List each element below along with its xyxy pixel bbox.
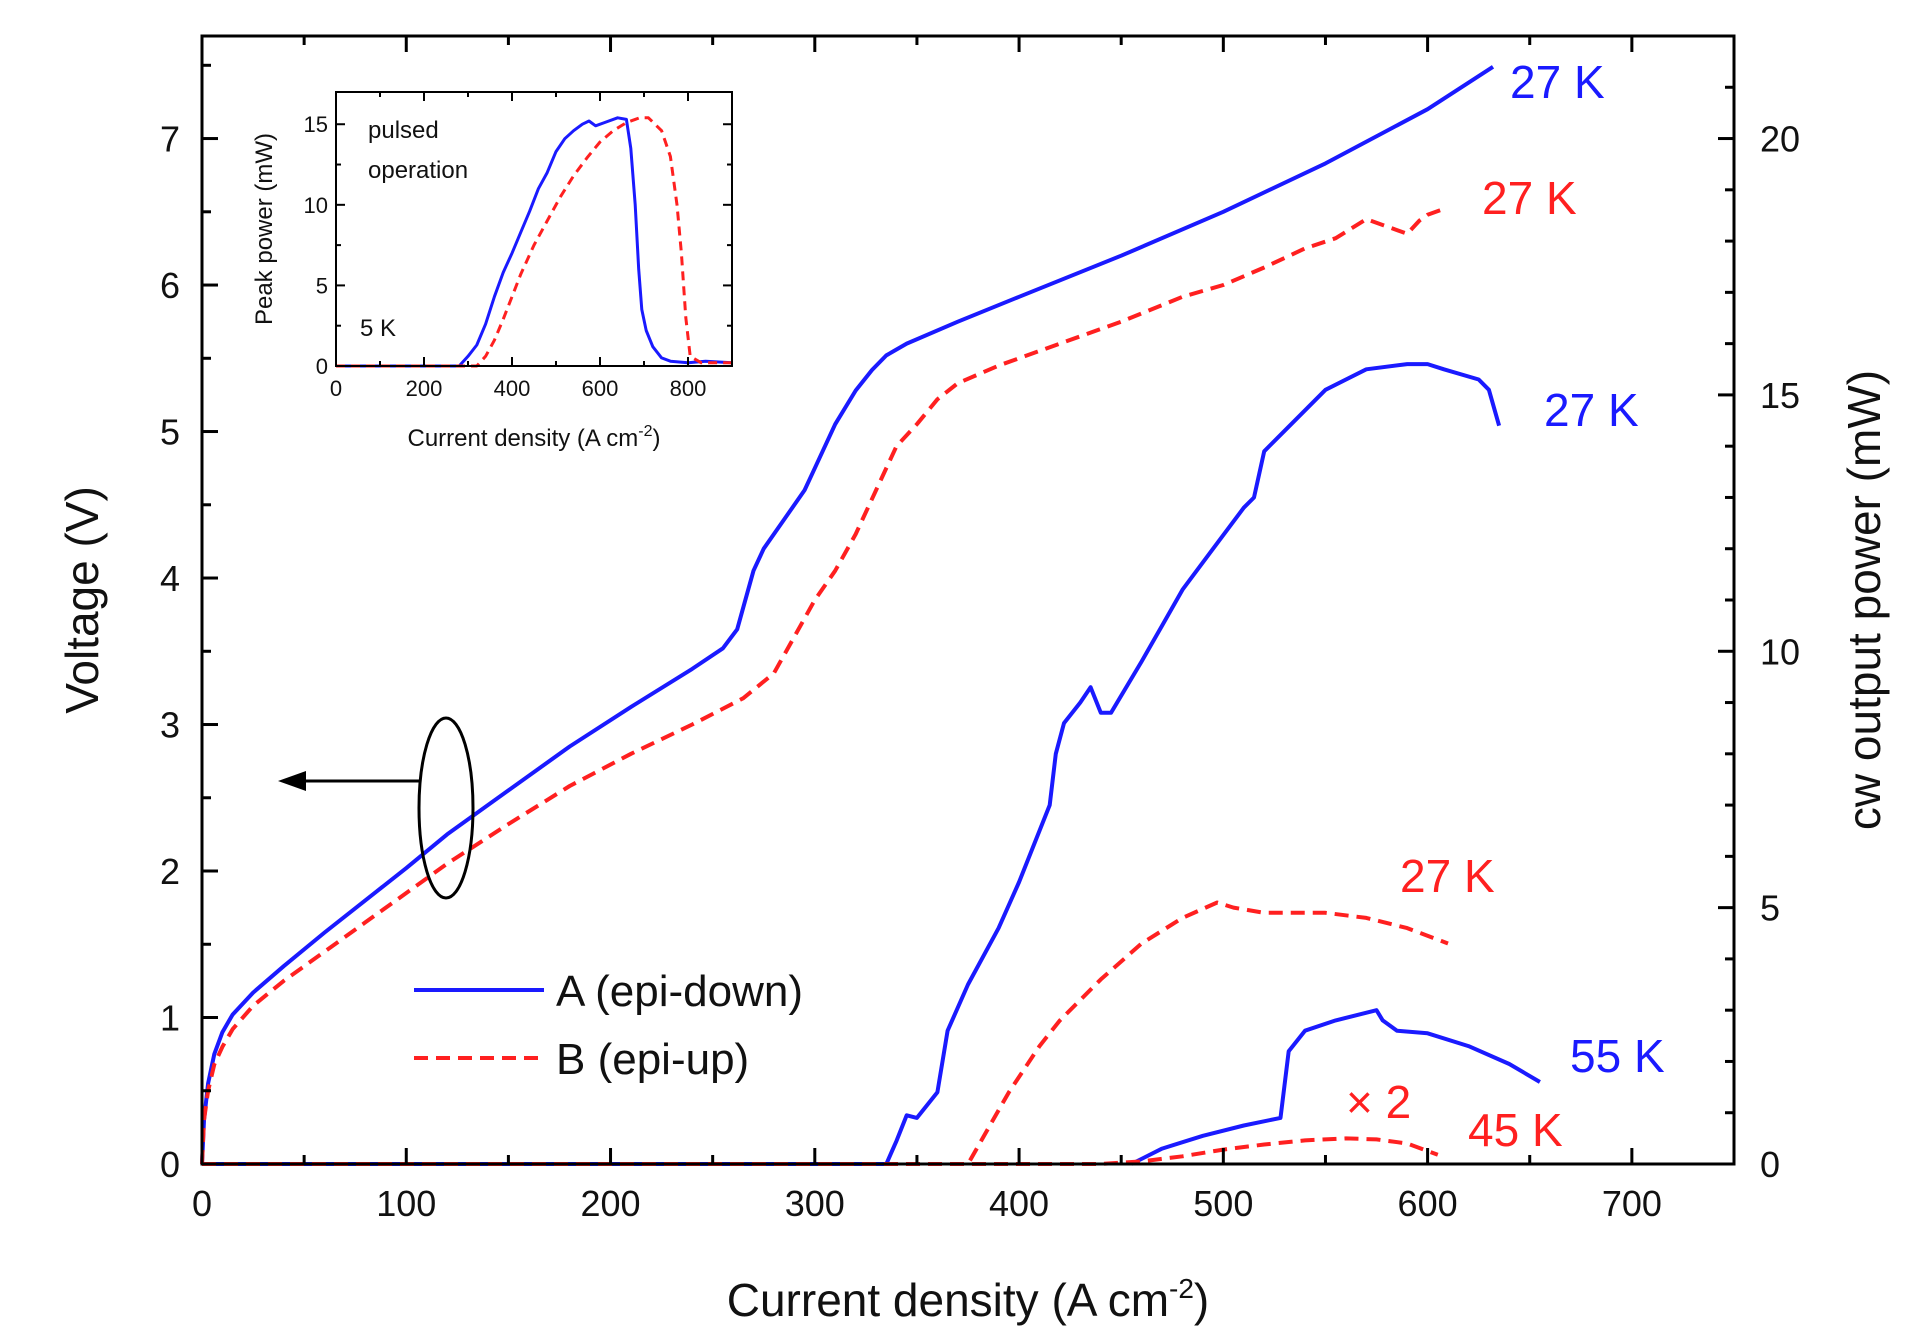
x-tick-label: 200 <box>580 1183 640 1224</box>
y-axis-right-title: cw output power (mW) <box>1838 370 1890 830</box>
legend-label-b: B (epi-up) <box>556 1035 749 1084</box>
y-axis-left-title: Voltage (V) <box>56 486 108 714</box>
y-right-tick-label: 10 <box>1760 631 1800 672</box>
y-left-tick-label: 6 <box>160 265 180 306</box>
series-line-5 <box>202 1136 1439 1166</box>
y-right-tick-label: 0 <box>1760 1144 1780 1185</box>
annotation-a-27k-power: 27 K <box>1544 384 1639 436</box>
y-left-tick-label: 1 <box>160 998 180 1039</box>
y-left-tick-label: 5 <box>160 412 180 453</box>
inset-text-pulsed: pulsed <box>368 117 439 144</box>
inset-x-tick-label: 800 <box>670 376 707 401</box>
legend: A (epi-down) B (epi-up) <box>414 967 803 1084</box>
series-line-1 <box>200 207 1445 1165</box>
inset-chart: 0 200 400 600 800 0 5 10 15 pulsed operation 5 K… <box>251 90 734 452</box>
y-right-tick-label: 15 <box>1760 375 1800 416</box>
inset-text-temperature: 5 K <box>360 315 396 342</box>
inset-x-tick-label: 200 <box>406 376 443 401</box>
left-axis-pointer <box>278 716 475 900</box>
y-left-tick-label: 2 <box>160 851 180 892</box>
inset-y-tick-label: 0 <box>316 354 328 379</box>
arrow-head <box>278 771 306 791</box>
x-tick-label: 600 <box>1398 1183 1458 1224</box>
y-left-tick-label: 4 <box>160 558 180 599</box>
annotations: 27 K 27 K 27 K 27 K 55 K 45 K × 2 <box>1346 56 1665 1156</box>
annotation-a-55k-power: 55 K <box>1570 1030 1665 1082</box>
inset-y-tick-label: 15 <box>304 112 328 137</box>
inset-x-tick-label: 0 <box>330 376 342 401</box>
annotation-b-45k-power: 45 K <box>1468 1104 1563 1156</box>
x-axis-title: Current density (A cm-2) <box>727 1273 1210 1326</box>
inset-background <box>332 90 734 368</box>
series-line-4 <box>1130 1008 1541 1166</box>
inset-x-tick-label: 400 <box>494 376 531 401</box>
inset-series-line-0 <box>336 116 733 368</box>
inset-x-tick-label: 600 <box>582 376 619 401</box>
y-right-tick-label: 20 <box>1760 119 1800 160</box>
inset-plot-area <box>335 91 733 367</box>
x-tick-label: 400 <box>989 1183 1049 1224</box>
curve-group-ellipse <box>417 716 475 900</box>
inset-axis-ticks: 0 200 400 600 800 0 5 10 15 <box>304 92 733 401</box>
inset-y-tick-label: 5 <box>316 273 328 298</box>
inset-y-axis-title: Peak power (mW) <box>251 133 278 325</box>
series-line-3 <box>202 900 1449 1166</box>
legend-label-a: A (epi-down) <box>556 967 803 1016</box>
x-tick-label: 500 <box>1193 1183 1253 1224</box>
series-line-0 <box>200 65 1495 1165</box>
series-line-2 <box>202 362 1502 1166</box>
annotation-times-two: × 2 <box>1346 1076 1411 1128</box>
inset-text-operation: operation <box>368 157 468 184</box>
inset-y-tick-label: 10 <box>304 193 328 218</box>
inset-x-axis-title: Current density (A cm-2) <box>408 423 661 452</box>
y-left-tick-label: 7 <box>160 119 180 160</box>
y-left-tick-label: 3 <box>160 705 180 746</box>
annotation-b-27k-voltage: 27 K <box>1482 172 1577 224</box>
annotation-a-27k-voltage: 27 K <box>1510 56 1605 108</box>
main-series <box>200 65 1541 1166</box>
x-tick-label: 300 <box>785 1183 845 1224</box>
y-left-tick-label: 0 <box>160 1144 180 1185</box>
x-tick-label: 700 <box>1602 1183 1662 1224</box>
x-tick-label: 0 <box>192 1183 212 1224</box>
inset-series <box>336 116 733 368</box>
annotation-b-27k-power: 27 K <box>1400 850 1495 902</box>
y-right-tick-label: 5 <box>1760 888 1780 929</box>
inset-series-line-1 <box>336 116 732 368</box>
x-tick-label: 100 <box>376 1183 436 1224</box>
